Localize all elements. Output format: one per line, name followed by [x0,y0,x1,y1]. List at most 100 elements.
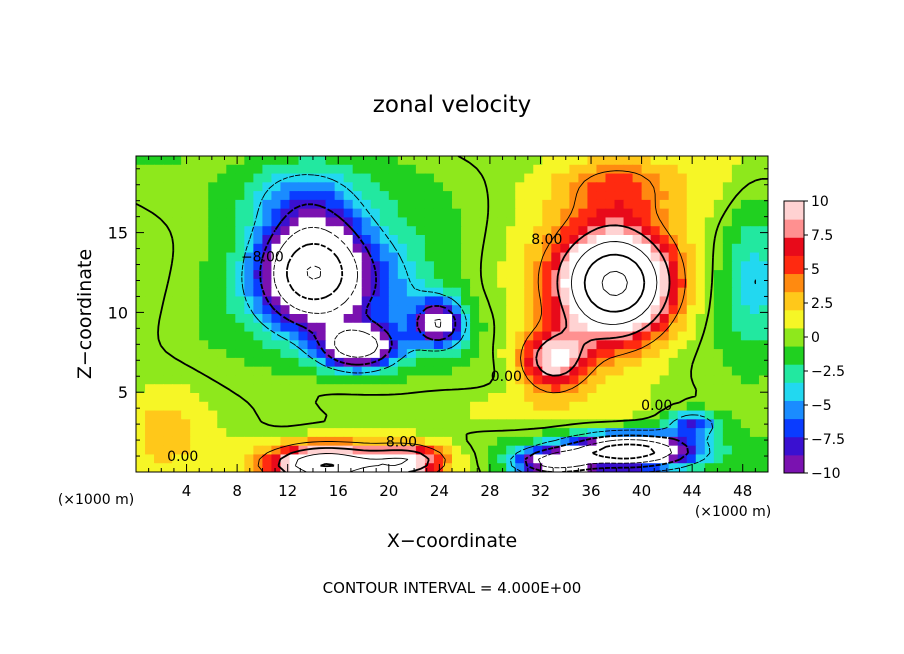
heatmap-cell [244,287,254,298]
heatmap-cell [379,261,390,271]
heatmap-cell [217,331,227,341]
heatmap-cell [497,340,507,350]
heatmap-cell [289,217,300,227]
heatmap-cell [442,322,453,333]
heatmap-cell [596,199,607,210]
contour-label: 8.00 [531,232,562,248]
heatmap-cell [154,199,164,210]
heatmap-cell [235,235,245,245]
heatmap-cell [397,191,408,201]
heatmap-cell [560,226,570,236]
heatmap-cell [361,428,372,438]
heatmap-cell [641,419,652,429]
heatmap-cell [497,278,507,289]
heatmap-cell [208,340,218,350]
heatmap-cell [406,393,417,403]
heatmap-cell [334,305,345,315]
heatmap-cell [506,366,516,377]
heatmap-cell [470,199,480,210]
heatmap-cell [208,384,218,394]
heatmap-cell [226,208,236,219]
heatmap-cell [370,410,381,420]
heatmap-cell [379,436,390,447]
heatmap-cell [271,182,282,192]
heatmap-cell [361,208,372,219]
heatmap-cell [280,349,291,359]
heatmap-cell [650,463,661,472]
heatmap-cell [388,182,399,192]
heatmap-cell [533,357,543,368]
heatmap-cell [758,340,768,350]
heatmap-cell [379,164,390,175]
heatmap-cell [578,357,589,368]
heatmap-cell [488,401,498,412]
heatmap-cell [740,287,751,298]
heatmap-cell [397,436,408,447]
heatmap-cell [172,331,182,341]
heatmap-cell [749,322,760,333]
heatmap-cell [605,410,616,420]
heatmap-cell [163,419,173,429]
heatmap-cell [695,366,706,377]
heatmap-cell [506,436,516,447]
heatmap-cell [659,243,670,254]
x-tick-label: 48 [733,482,752,500]
heatmap-cell [244,384,254,394]
heatmap-cell [343,331,354,341]
heatmap-cell [262,357,273,368]
heatmap-cell [307,217,318,227]
heatmap-cell [307,191,318,201]
heatmap-cell [461,436,471,447]
heatmap-cell [749,296,760,306]
heatmap-cell [542,305,552,315]
heatmap-cell [713,235,724,245]
heatmap-cell [199,252,209,262]
heatmap-cell [154,278,164,289]
heatmap-cell [524,436,534,447]
contour-interval-note: CONTOUR INTERVAL = 4.000E+00 [323,579,582,597]
heatmap-cell [271,410,282,420]
heatmap-cell [524,410,534,420]
heatmap-cell [515,436,525,447]
heatmap-cell [650,235,661,245]
heatmap-cell [406,436,417,447]
heatmap-cell [587,428,598,438]
heatmap-cell [758,226,768,236]
heatmap-cell [524,199,534,210]
heatmap-cell [406,428,417,438]
heatmap-cell [370,235,381,245]
heatmap-cell [424,314,435,324]
heatmap-cell [334,331,345,341]
heatmap-cell [136,270,146,280]
heatmap-cell [343,366,354,377]
heatmap-cell [316,375,327,385]
heatmap-cell [614,243,625,254]
heatmap-cell [208,243,218,254]
heatmap-cell [749,340,760,350]
heatmap-cell [217,340,227,350]
heatmap-cell [271,454,282,464]
heatmap-cell [244,199,254,210]
heatmap-cell [713,428,724,438]
heatmap-cell [379,305,390,315]
heatmap-cell [650,173,661,183]
heatmap-cell [352,208,363,219]
heatmap-cell [325,384,336,394]
heatmap-cell [343,410,354,420]
heatmap-cell [560,445,570,456]
heatmap-cell [334,287,345,298]
heatmap-cell [740,322,751,333]
heatmap-cell [325,454,336,464]
heatmap-cell [533,384,543,394]
heatmap-cell [659,208,670,219]
heatmap-cell [415,235,426,245]
heatmap-cell [650,182,661,192]
heatmap-cell [569,410,579,420]
heatmap-cell [461,252,471,262]
heatmap-cell [433,287,444,298]
heatmap-cell [470,340,480,350]
heatmap-cell [686,278,697,289]
heatmap-cell [361,314,372,324]
heatmap-cell [479,191,489,201]
heatmap-cell [641,156,652,166]
